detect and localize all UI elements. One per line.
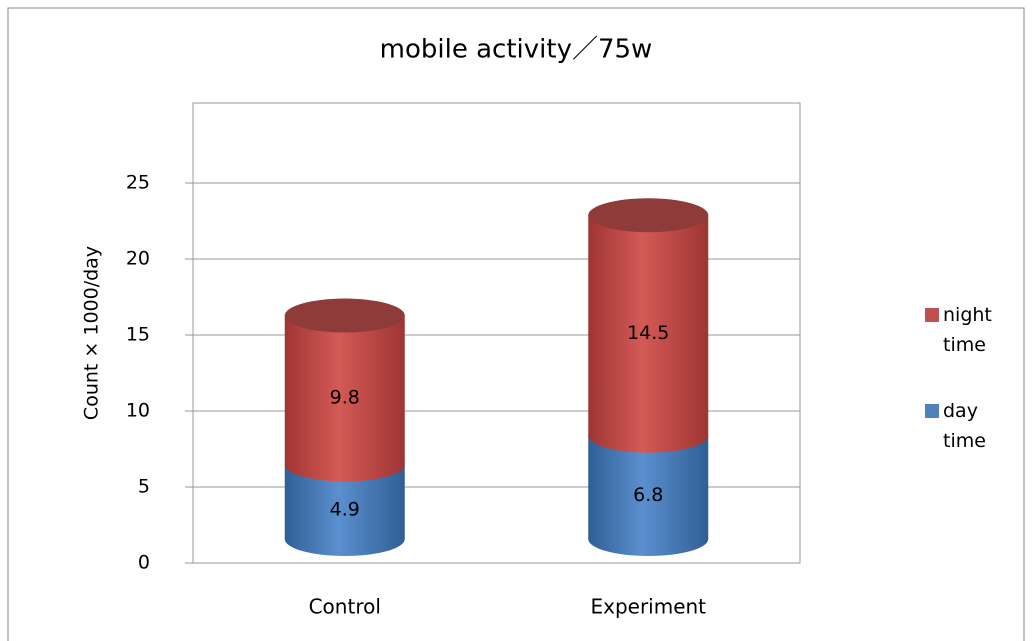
y-tick-label: 10: [126, 400, 150, 422]
value-label: 4.9: [330, 498, 360, 520]
chart-frame: [7, 7, 1025, 641]
bar-body: [588, 435, 709, 539]
legend-item: day time: [925, 396, 1005, 456]
value-label: 9.8: [330, 387, 360, 409]
bar-segment: [588, 198, 709, 453]
legend-swatch: [925, 308, 939, 322]
y-tick-label: 0: [138, 552, 150, 574]
legend-swatch: [925, 404, 939, 418]
y-axis-label: Count × 1000/day: [81, 246, 103, 420]
bar-segment: [588, 435, 709, 556]
bar-top: [588, 198, 709, 233]
x-tick-label: Experiment: [590, 595, 706, 619]
legend-label: night time: [943, 304, 992, 356]
bar-body: [284, 315, 405, 465]
y-tick-label: 25: [126, 172, 150, 194]
legend-item: night time: [925, 300, 1005, 360]
bar-segment: [284, 298, 405, 482]
y-tick-label: 15: [126, 324, 150, 346]
value-label: 6.8: [633, 484, 663, 506]
bar-top: [284, 298, 405, 333]
bar-body: [588, 215, 709, 436]
legend-label: day time: [943, 400, 986, 452]
plot-area: [192, 102, 801, 564]
chart-title: mobile activity／75w: [380, 35, 653, 65]
value-label: 14.5: [627, 322, 669, 344]
y-tick-label: 20: [126, 248, 150, 270]
x-tick-label: Control: [309, 595, 381, 619]
y-tick-label: 5: [138, 476, 150, 498]
